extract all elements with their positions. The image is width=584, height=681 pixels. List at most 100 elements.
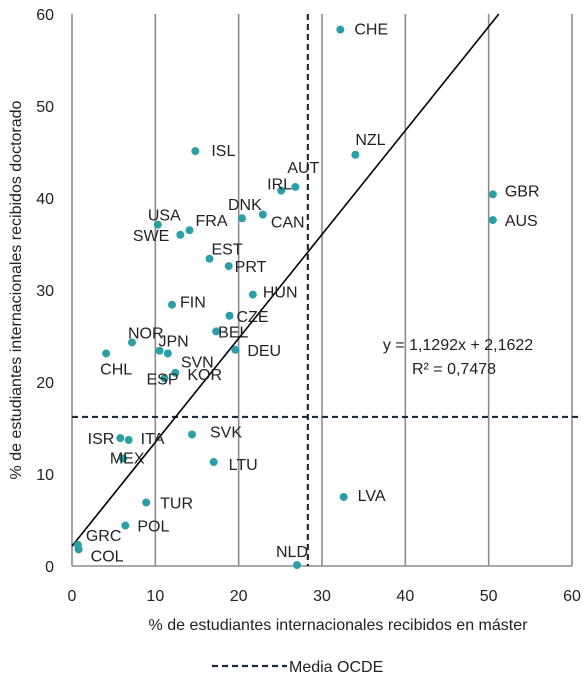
data-point (291, 182, 300, 191)
data-point (128, 338, 136, 347)
data-point (188, 430, 196, 439)
data-point (74, 545, 83, 554)
point-label: EST (212, 242, 243, 259)
point-label: CZE (237, 309, 269, 326)
point-label: JPN (159, 334, 189, 351)
data-point (185, 226, 194, 235)
point-label: HUN (263, 285, 298, 302)
point-label: TUR (160, 496, 193, 513)
data-point (168, 300, 176, 309)
x-tick-label: 20 (230, 588, 248, 605)
point-label: MEX (110, 450, 145, 467)
point-label: FRA (196, 213, 228, 230)
point-label: IRL (267, 177, 292, 194)
point-label: BEL (218, 324, 248, 341)
x-tick-label: 50 (480, 588, 498, 605)
data-point (212, 327, 221, 336)
x-axis-title: % de estudiantes internacionales recibid… (149, 617, 529, 634)
data-point (209, 458, 218, 467)
point-label: POL (137, 519, 169, 536)
point-label: KOR (187, 367, 222, 384)
data-point (116, 434, 125, 443)
point-label: NOR (128, 325, 164, 342)
data-point (224, 262, 233, 271)
legend: Media OCDE (212, 659, 383, 676)
point-label: FIN (180, 295, 206, 312)
data-point (142, 498, 151, 507)
r-squared-label: R² = 0,7478 (412, 361, 496, 378)
point-label: GBR (505, 183, 540, 200)
data-point (238, 214, 246, 223)
point-label: USA (148, 208, 181, 225)
y-axis-title: % de estudiantes internacionales recibid… (8, 100, 25, 479)
trendline (71, 13, 500, 547)
data-point (339, 493, 348, 501)
point-label: LVA (358, 488, 386, 505)
data-point (102, 349, 111, 358)
point-label: ESP (147, 371, 179, 388)
y-tick-label: 60 (36, 7, 54, 24)
point-label: NLD (276, 544, 308, 561)
data-point (153, 220, 162, 229)
point-label: SVK (210, 424, 242, 441)
data-point (124, 435, 133, 444)
y-tick-label: 50 (36, 99, 54, 116)
y-tick-label: 20 (36, 375, 54, 392)
y-tick-label: 10 (36, 467, 54, 484)
data-point (351, 150, 360, 159)
point-label: PRT (235, 259, 267, 276)
y-tick-label: 30 (36, 283, 54, 300)
data-point (171, 368, 180, 377)
oecd-reference-lines (72, 14, 578, 566)
x-tick-label: 30 (313, 588, 331, 605)
point-label: CHE (354, 22, 388, 39)
data-point (205, 254, 214, 263)
point-label: CHL (100, 361, 132, 378)
data-point (225, 311, 234, 320)
point-label: LTU (229, 457, 258, 474)
point-label: NZL (355, 132, 385, 149)
gridlines (154, 14, 573, 566)
point-label: DEU (247, 343, 281, 360)
axes (71, 14, 572, 567)
point-label: SWE (133, 228, 169, 245)
legend-label: Media OCDE (289, 659, 383, 676)
data-point (488, 216, 497, 225)
point-label: DNK (228, 197, 262, 214)
data-point (336, 25, 345, 34)
y-tick-label: 0 (45, 559, 54, 576)
point-label: ITA (141, 431, 165, 448)
x-tick-label: 10 (146, 588, 164, 605)
point-label: ISR (88, 431, 115, 448)
data-point (160, 374, 169, 383)
data-point (258, 210, 267, 219)
y-tick-label: 40 (36, 191, 54, 208)
data-points (73, 25, 497, 570)
data-point (277, 186, 286, 195)
trendline-equation: y = 1,1292x + 2,1622 (383, 337, 533, 354)
data-point (293, 561, 301, 570)
data-point (155, 346, 164, 355)
point-label: AUS (505, 213, 538, 230)
point-label: CAN (271, 215, 305, 232)
trendline-group (71, 13, 500, 547)
point-label: AUT (287, 160, 319, 177)
tick-labels: 0 10 20 30 40 50 60 0 10 20 30 40 50 60 (36, 7, 581, 605)
x-tick-label: 60 (563, 588, 581, 605)
point-label: COL (91, 548, 124, 565)
x-tick-label: 0 (68, 588, 77, 605)
point-label: SVN (181, 354, 214, 371)
point-label: ISL (211, 143, 235, 160)
data-point (118, 454, 127, 463)
data-point (488, 190, 497, 199)
data-point (176, 230, 185, 239)
data-point (231, 345, 240, 354)
data-point (248, 290, 257, 299)
data-point (121, 521, 130, 530)
point-label: GRC (86, 528, 122, 545)
x-tick-label: 40 (396, 588, 414, 605)
data-point (163, 349, 172, 358)
